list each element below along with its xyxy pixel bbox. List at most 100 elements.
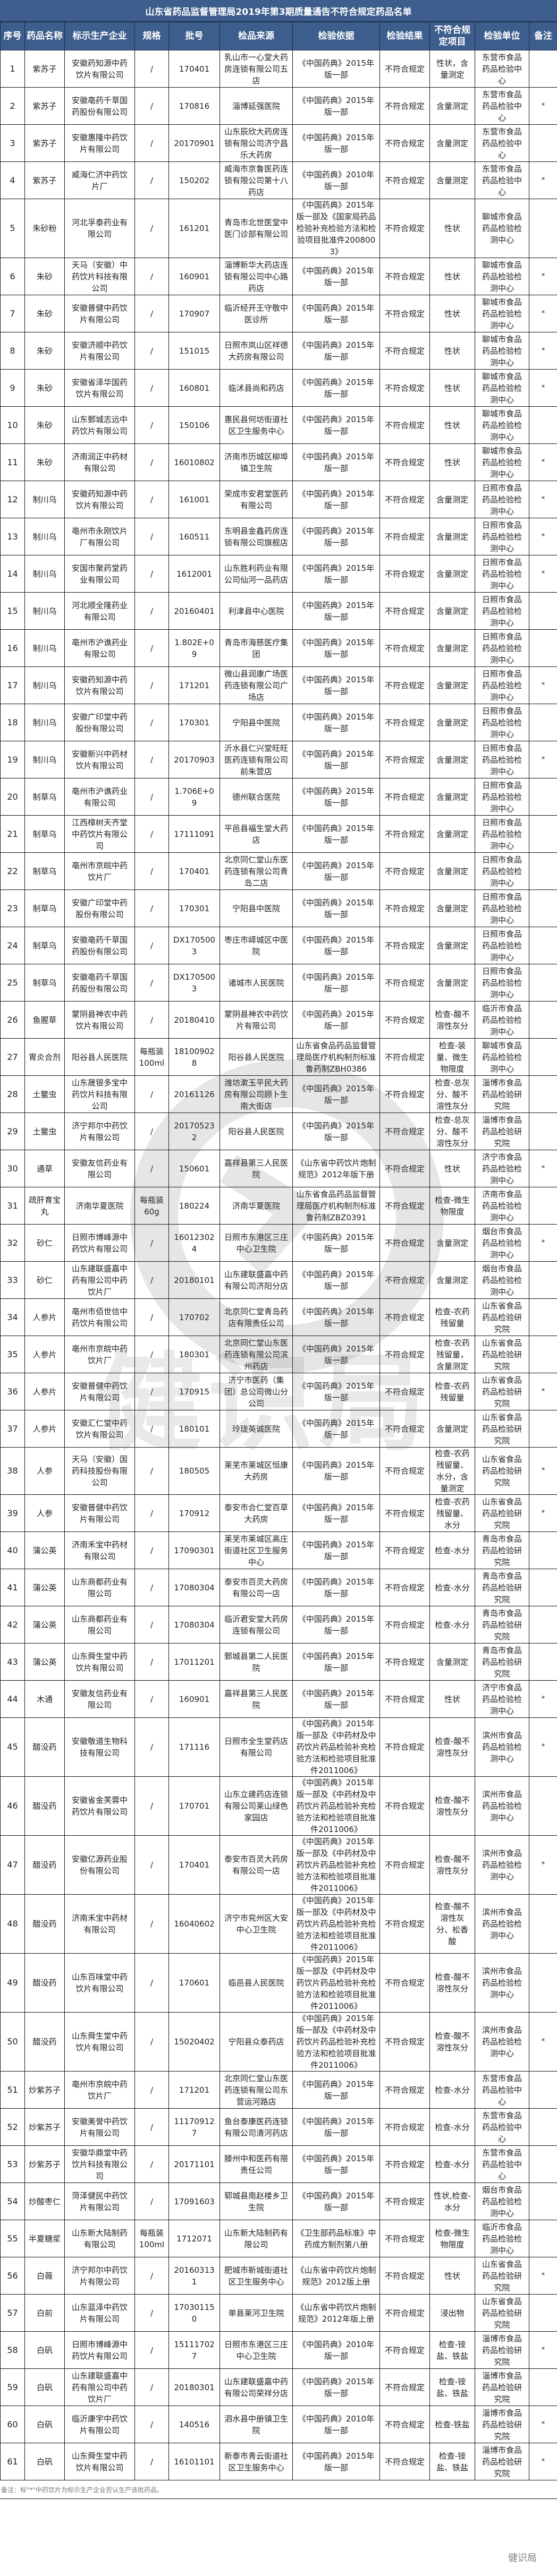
cell-batch-no: 170301 [168, 889, 220, 927]
cell-manufacturer: 济宁邦尔中药饮片有限公司 [64, 1112, 135, 1150]
cell-spec: / [134, 964, 169, 1002]
cell-manufacturer: 亳州市永刚饮片厂有限公司 [64, 518, 135, 555]
cell-test-basis: 《中国药典》2015年版一部 [292, 1112, 380, 1150]
cell-spec: / [134, 2331, 169, 2369]
cell-drug-name: 紫苏子 [24, 87, 65, 125]
cell-spec: / [134, 1835, 169, 1895]
cell-test-result: 不符合规定 [379, 741, 430, 778]
cell-batch-no: 20180410 [168, 1001, 220, 1039]
table-row: 30 通草 安徽友信药业有限公司/150601 嘉祥县第三人民医院 《山东省中药饮片炮制… [0, 1150, 557, 1187]
table-row: 38 人参 天马（安徽）国药科技股份有限公司/180505 莱芜市莱城区恒康大药房 《中… [0, 1447, 557, 1495]
cell-note [529, 1606, 557, 1644]
cell-row-no: 6 [0, 258, 25, 295]
cell-batch-no: 170301 [168, 704, 220, 741]
cell-note [529, 1075, 557, 1113]
cell-batch-no: 1712071 [168, 2220, 220, 2257]
cell-sample-source: 莱芜市莱城区高庄街道社区卫生服务中心 [220, 1531, 293, 1569]
cell-manufacturer: 阳谷县人民医院 [64, 1038, 135, 1076]
cell-test-lab: 东营市食品药品检验中心 [475, 124, 529, 162]
cell-failed-items: 含量测定 [429, 1643, 475, 1681]
cell-drug-name: 朱砂 [24, 406, 65, 444]
cell-row-no: 35 [0, 1336, 25, 1373]
cell-note [529, 124, 557, 162]
cell-sample-source: 宁阳县众泰药店 [220, 2012, 293, 2072]
cell-test-result: 不符合规定 [379, 629, 430, 667]
cell-batch-no: 20180101 [168, 1261, 220, 1299]
cell-row-no: 48 [0, 1894, 25, 1954]
cell-test-lab: 山东省食品药品检验研究院 [475, 1336, 529, 1373]
cell-sample-source: 德州联合医院 [220, 778, 293, 816]
cell-test-basis: 《中国药典》2015年版一部 [292, 1494, 380, 1532]
cell-test-basis: 《中国药典》2015年版一部 [292, 555, 380, 593]
cell-failed-items: 含量测定 [429, 87, 475, 125]
cell-test-lab: 淄博市食品药品检验研究院 [475, 1075, 529, 1113]
cell-manufacturer: 安徽新兴中药材饮片有限公司 [64, 741, 135, 778]
cell-manufacturer: 菏泽健民中药饮片有限公司 [64, 2183, 135, 2220]
cell-test-result: 不符合规定 [379, 87, 430, 125]
cell-test-basis: 《中国药典》2015年版一部 [292, 2145, 380, 2183]
cell-note [529, 815, 557, 853]
cell-test-lab: 济南市食品药品检验检测中心 [475, 1187, 529, 1225]
cell-row-no: 49 [0, 1953, 25, 2013]
cell-note [529, 964, 557, 1002]
cell-row-no: 16 [0, 629, 25, 667]
cell-row-no: 34 [0, 1298, 25, 1336]
cell-test-basis: 《中国药典》2015年版一部 [292, 704, 380, 741]
cell-spec: / [134, 1894, 169, 1954]
cell-test-basis: 《中国药典》2015年版一部 [292, 2071, 380, 2109]
cell-drug-name: 蒲公英 [24, 1643, 65, 1681]
cell-test-basis: 《中国药典》2015年版一部 [292, 1075, 380, 1113]
cell-note [529, 199, 557, 258]
cell-failed-items: 检查-酸不溶性灰分 [429, 1717, 475, 1777]
cell-test-result: 不符合规定 [379, 889, 430, 927]
cell-batch-no: 171116 [168, 1717, 220, 1777]
cell-spec: / [134, 2108, 169, 2146]
nonconforming-drugs-table: 序号 药品名称 标示生产企业 规格 批号 检品来源 检验依据 检验结果 不符合规… [0, 22, 557, 2480]
cell-sample-source: 北京同仁堂青岛药店有限责任公司 [220, 1298, 293, 1336]
cell-test-basis: 《中国药典》2015年版一部 [292, 481, 380, 518]
cell-test-lab: 东营市食品药品检验中心 [475, 2071, 529, 2109]
cell-test-result: 不符合规定 [379, 1336, 430, 1373]
cell-note [529, 1894, 557, 1954]
cell-batch-no: 160901 [168, 258, 220, 295]
cell-note [529, 1776, 557, 1836]
cell-drug-name: 制川乌 [24, 518, 65, 555]
cell-spec: 每瓶装100ml [134, 2220, 169, 2257]
cell-spec: / [134, 592, 169, 630]
cell-batch-no: 170401 [168, 1835, 220, 1895]
cell-spec: / [134, 1606, 169, 1644]
cell-row-no: 15 [0, 592, 25, 630]
cell-drug-name: 蒲公英 [24, 1569, 65, 1606]
cell-sample-source: 鄄城县第二人民医院 [220, 1643, 293, 1681]
cell-batch-no: DX1705003 [168, 964, 220, 1002]
cell-failed-items: 含量测定 [429, 666, 475, 704]
table-row: 19 制川乌 安徽新兴中药材饮片有限公司/20170903 沂水县仁兴堂旺旺医药连锁有… [0, 741, 557, 778]
cell-failed-items: 含量测定 [429, 124, 475, 162]
cell-spec: / [134, 2145, 169, 2183]
cell-test-lab: 日照市食品药品检验检测中心 [475, 927, 529, 964]
cell-test-lab: 滨州市食品药品检验检测中心 [475, 1953, 529, 2013]
cell-drug-name: 朱砂 [24, 332, 65, 370]
cell-spec: / [134, 741, 169, 778]
cell-test-result: 不符合规定 [379, 1494, 430, 1532]
cell-test-result: 不符合规定 [379, 2145, 430, 2183]
cell-manufacturer: 山东建联盛嘉中药有限公司中药饮片厂 [64, 2368, 135, 2406]
cell-spec: / [134, 2183, 169, 2220]
cell-sample-source: 济南市历城区柳埠镇卫生院 [220, 443, 293, 481]
cell-note [529, 889, 557, 927]
cell-failed-items: 含量测定 [429, 592, 475, 630]
cell-drug-name: 醋没药 [24, 1894, 65, 1954]
cell-failed-items: 检查-总灰分、酸不溶性灰分 [429, 1112, 475, 1150]
cell-test-lab: 日照市食品药品检验检测中心 [475, 555, 529, 593]
cell-drug-name: 醋没药 [24, 2012, 65, 2072]
cell-sample-source: 北京同仁堂山东医药连锁有限公司滨州药店 [220, 1336, 293, 1373]
cell-test-lab: 山东省食品药品检验研究院 [475, 1298, 529, 1336]
cell-test-lab: 青岛市食品药品检验研究院 [475, 1569, 529, 1606]
cell-test-basis: 《中国药典》2015年版一部 [292, 2108, 380, 2146]
cell-batch-no: 17080304 [168, 1569, 220, 1606]
cell-failed-items: 浸出物 [429, 2294, 475, 2332]
cell-note [529, 1953, 557, 2013]
cell-test-basis: 《中国药典》2015年版一部 [292, 1569, 380, 1606]
cell-sample-source: 蒙阴县神农中药饮片有限公司 [220, 1001, 293, 1039]
cell-drug-name: 人参 [24, 1447, 65, 1495]
